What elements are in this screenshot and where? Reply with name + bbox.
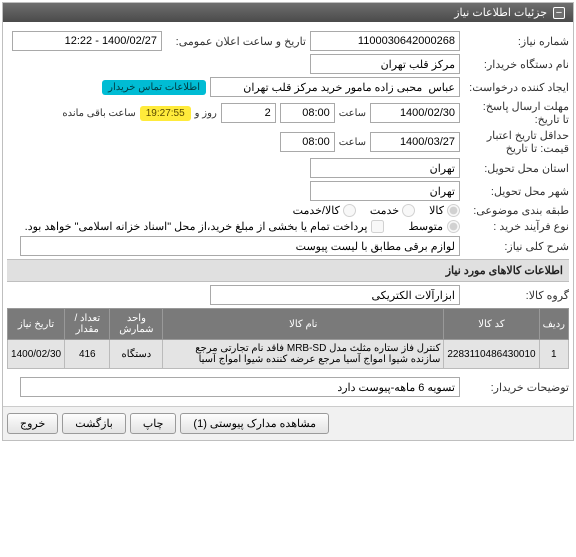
table-header-row: ردیف کد کالا نام کالا واحد شمارش تعداد /… [8,309,569,340]
radio-goods[interactable]: کالا [429,204,460,217]
cell-idx: 1 [539,340,568,369]
th-code: کد کالا [444,309,539,340]
radio-service[interactable]: خدمت [370,204,415,217]
subject-class-label: طبقه بندی موضوعی: [464,204,569,217]
subject-class-radios: کالا خدمت کالا/خدمت [293,204,460,217]
buyer-org-label: نام دستگاه خریدار: [464,58,569,71]
panel-body: شماره نیاز: تاریخ و ساعت اعلان عمومی: نا… [3,22,573,406]
requester-field [210,77,460,97]
print-button[interactable]: چاپ [130,413,177,434]
need-details-panel: − جزئیات اطلاعات نیاز شماره نیاز: تاریخ … [2,2,574,441]
th-date: تاریخ نیاز [8,309,65,340]
items-section-title: اطلاعات کالاهای مورد نیاز [7,259,569,282]
panel-header: − جزئیات اطلاعات نیاز [3,3,573,22]
reply-deadline-label: مهلت ارسال پاسخ: تا تاریخ: [464,100,569,126]
cell-name: کنترل فاز ستاره مثلث مدل MRB-SD فاقد نام… [163,340,444,369]
price-date-field [370,132,460,152]
need-desc-label: شرح کلی نیاز: [464,240,569,253]
need-desc-field [20,236,460,256]
reply-days-field [221,103,276,123]
cell-unit: دستگاه [110,340,163,369]
cell-code: 2283110486430010 [444,340,539,369]
announce-label: تاریخ و ساعت اعلان عمومی: [166,35,306,48]
need-no-field [310,31,460,51]
item-group-field [210,285,460,305]
back-button[interactable]: بازگشت [62,413,126,434]
contact-badge[interactable]: اطلاعات تماس خریدار [102,80,206,95]
remain-badge: 19:27:55 [140,106,191,121]
radio-both[interactable]: کالا/خدمت [293,204,356,217]
price-time-field [280,132,335,152]
treasury-checkbox[interactable]: پرداخت تمام یا بخشی از مبلغ خرید،از محل … [25,220,385,233]
city-field [310,181,460,201]
announce-field [12,31,162,51]
cell-qty: 416 [65,340,110,369]
province-field [310,158,460,178]
button-bar: مشاهده مدارک پیوستی (1) چاپ بازگشت خروج [3,406,573,440]
time-label-2: ساعت [339,137,366,148]
city-label: شهر محل تحویل: [464,185,569,198]
reply-time-field [280,103,335,123]
item-group-label: گروه کالا: [464,289,569,302]
treasury-label: پرداخت تمام یا بخشی از مبلغ خرید،از محل … [25,220,368,233]
th-unit: واحد شمارش [110,309,163,340]
province-label: استان محل تحویل: [464,162,569,175]
collapse-icon[interactable]: − [553,7,565,19]
buyer-org-field [310,54,460,74]
th-qty: تعداد / مقدار [65,309,110,340]
buyer-note-label: توضیحات خریدار: [464,381,569,394]
need-no-label: شماره نیاز: [464,35,569,48]
th-idx: ردیف [539,309,568,340]
days-label: روز و [195,108,217,119]
th-name: نام کالا [163,309,444,340]
cell-date: 1400/02/30 [8,340,65,369]
requester-label: ایجاد کننده درخواست: [464,81,569,94]
radio-medium[interactable]: متوسط [408,220,460,233]
purchase-type-label: نوع فرآیند خرید : [464,220,569,233]
attachments-button[interactable]: مشاهده مدارک پیوستی (1) [180,413,329,434]
time-label-1: ساعت [339,108,366,119]
items-table: ردیف کد کالا نام کالا واحد شمارش تعداد /… [7,308,569,369]
remain-label: ساعت باقی مانده [62,108,135,119]
panel-title: جزئیات اطلاعات نیاز [454,6,547,19]
exit-button[interactable]: خروج [7,413,58,434]
reply-date-field [370,103,460,123]
buyer-note-field [20,377,460,397]
price-deadline-label: حداقل تاریخ اعتبار قیمت: تا تاریخ [464,129,569,155]
table-row: 1 2283110486430010 کنترل فاز ستاره مثلث … [8,340,569,369]
